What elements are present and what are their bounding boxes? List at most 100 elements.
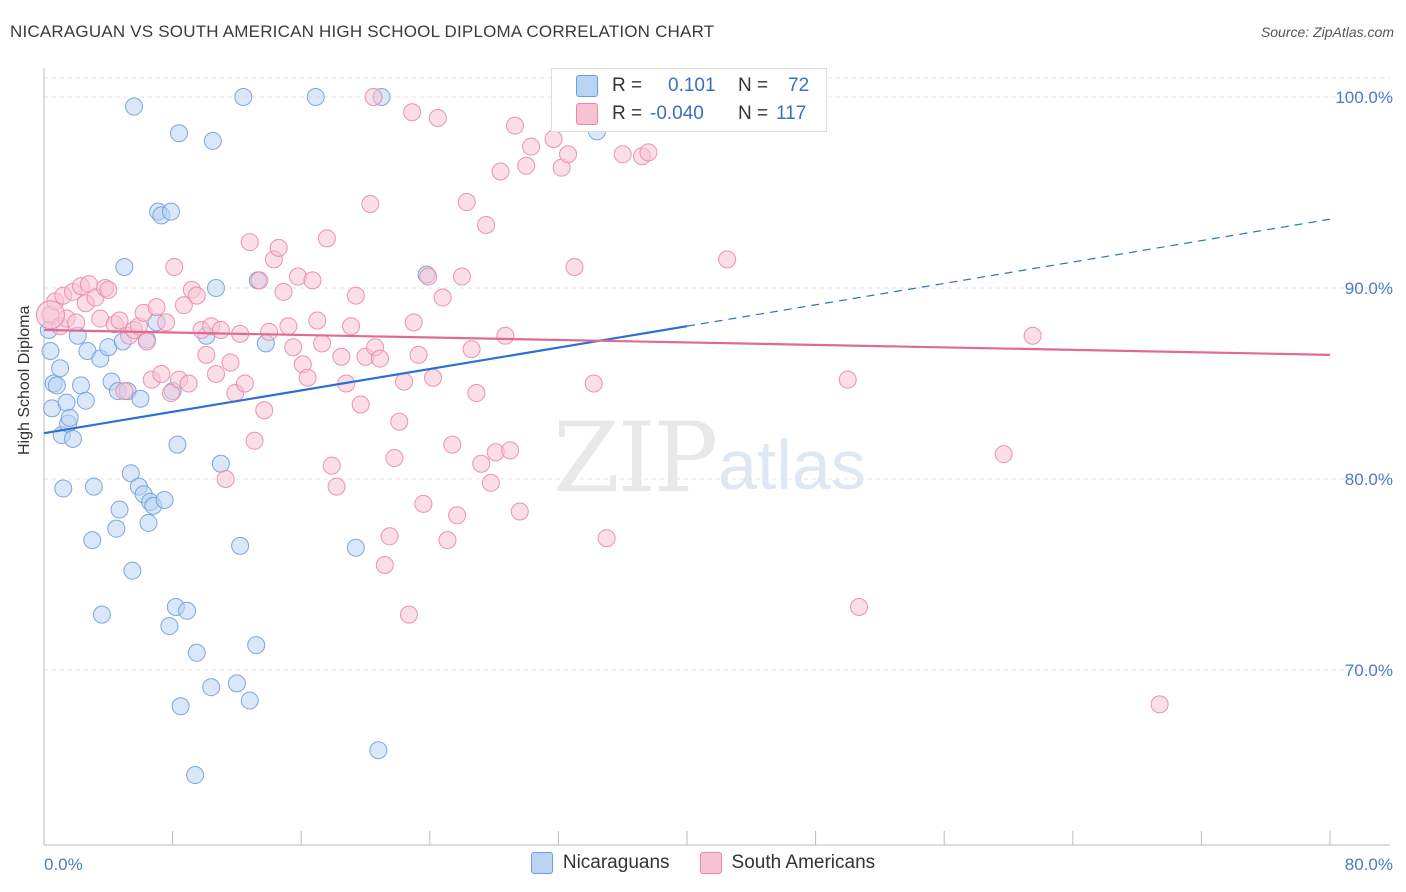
point-south-americans	[332, 347, 351, 366]
point-south-americans-cluster	[35, 300, 65, 330]
point-nicaraguans	[240, 691, 259, 710]
point-south-americans	[505, 116, 524, 135]
point-south-americans	[308, 311, 327, 330]
r-label: R =	[612, 75, 643, 96]
point-nicaraguans	[161, 202, 180, 221]
nicaraguans-legend-swatch	[530, 852, 553, 874]
point-south-americans	[260, 322, 279, 341]
point-south-americans	[433, 288, 452, 307]
point-nicaraguans	[211, 454, 230, 473]
point-south-americans	[613, 145, 632, 164]
point-south-americans	[279, 317, 298, 336]
point-south-americans	[380, 527, 399, 546]
point-nicaraguans	[171, 697, 190, 716]
point-south-americans	[390, 412, 409, 431]
point-south-americans	[481, 473, 500, 492]
nicaraguans-swatch	[576, 75, 598, 97]
point-south-americans	[147, 298, 166, 317]
point-nicaraguans	[71, 376, 90, 395]
point-south-americans	[584, 374, 603, 393]
point-south-americans	[404, 313, 423, 332]
point-south-americans	[303, 271, 322, 290]
point-south-americans	[370, 349, 389, 368]
point-south-americans	[452, 267, 471, 286]
point-south-americans	[501, 441, 520, 460]
y-tick-label: 70.0%	[1345, 661, 1393, 680]
series-legend: Nicaraguans South Americans	[0, 852, 1406, 874]
x-tick-label: 0.0%	[44, 855, 83, 874]
point-south-americans	[342, 317, 361, 336]
watermark-zip: ZIP	[553, 402, 718, 514]
point-nicaraguans	[203, 131, 222, 150]
point-nicaraguans	[306, 88, 325, 106]
point-nicaraguans	[115, 257, 134, 276]
point-south-americans	[216, 470, 235, 488]
point-nicaraguans	[57, 393, 76, 412]
point-nicaraguans	[131, 389, 150, 408]
n-label: N =	[738, 103, 769, 124]
point-south-americans	[438, 531, 457, 550]
n-value: 117	[776, 103, 807, 124]
point-nicaraguans	[76, 391, 95, 410]
chart-source: Source: ZipAtlas.com	[1260, 24, 1394, 40]
r-value: -0.040	[650, 103, 704, 124]
n-label: N =	[738, 75, 769, 96]
point-nicaraguans	[121, 464, 140, 483]
point-south-americans	[115, 382, 134, 401]
point-south-americans	[517, 156, 536, 175]
point-south-americans	[313, 334, 332, 353]
point-south-americans	[424, 368, 443, 387]
legend-item-nicaraguans[interactable]: Nicaraguans	[530, 852, 670, 874]
point-south-americans	[110, 311, 129, 330]
point-nicaraguans	[369, 741, 388, 760]
r-value: 0.101	[668, 75, 716, 96]
point-nicaraguans	[178, 601, 197, 620]
point-nicaraguans	[54, 479, 73, 498]
stats-legend: R = 0.101 N = 72 R = -0.040 N = 117	[551, 68, 827, 132]
point-south-americans	[414, 494, 433, 513]
point-south-americans	[448, 506, 467, 525]
point-south-americans	[850, 597, 869, 616]
chart-title: NICARAGUAN VS SOUTH AMERICAN HIGH SCHOOL…	[10, 22, 715, 41]
point-south-americans	[207, 364, 226, 383]
point-south-americans	[240, 233, 259, 252]
watermark-atlas: atlas	[718, 426, 866, 504]
point-south-americans	[462, 340, 481, 359]
point-south-americans	[457, 193, 476, 212]
point-south-americans	[298, 368, 317, 387]
point-south-americans	[211, 321, 230, 340]
point-south-americans	[364, 88, 383, 106]
point-south-americans	[157, 313, 176, 332]
point-south-americans	[496, 326, 515, 345]
point-nicaraguans	[41, 342, 60, 361]
trendline-nicaraguans	[43, 325, 688, 435]
point-nicaraguans	[139, 513, 158, 532]
point-nicaraguans	[346, 538, 365, 557]
point-south-americans	[284, 338, 303, 357]
r-label: R =	[612, 103, 643, 124]
point-south-americans	[597, 529, 616, 548]
point-nicaraguans	[123, 561, 142, 580]
point-south-americans	[99, 280, 118, 299]
point-nicaraguans	[107, 519, 126, 538]
point-nicaraguans	[186, 766, 205, 785]
point-south-americans	[137, 332, 156, 351]
point-south-americans	[179, 374, 198, 393]
point-south-americans	[174, 296, 193, 315]
point-nicaraguans	[51, 359, 70, 378]
trendline-south-americans	[43, 328, 1331, 356]
stats-legend-row-nicaraguans: R = 0.101 N = 72	[576, 73, 809, 99]
trendline-nicaraguans-extension	[686, 218, 1331, 327]
point-south-americans	[255, 401, 274, 420]
point-south-americans	[510, 502, 529, 521]
point-south-americans	[472, 454, 491, 473]
point-south-americans	[395, 372, 414, 391]
point-south-americans	[152, 364, 171, 383]
legend-label-nicaraguans: Nicaraguans	[562, 852, 670, 873]
point-south-americans	[351, 395, 370, 414]
point-south-americans	[443, 435, 462, 454]
point-south-americans	[522, 137, 541, 156]
point-nicaraguans	[160, 617, 179, 636]
point-south-americans	[165, 257, 184, 276]
legend-item-south-americans[interactable]: South Americans	[699, 852, 875, 874]
